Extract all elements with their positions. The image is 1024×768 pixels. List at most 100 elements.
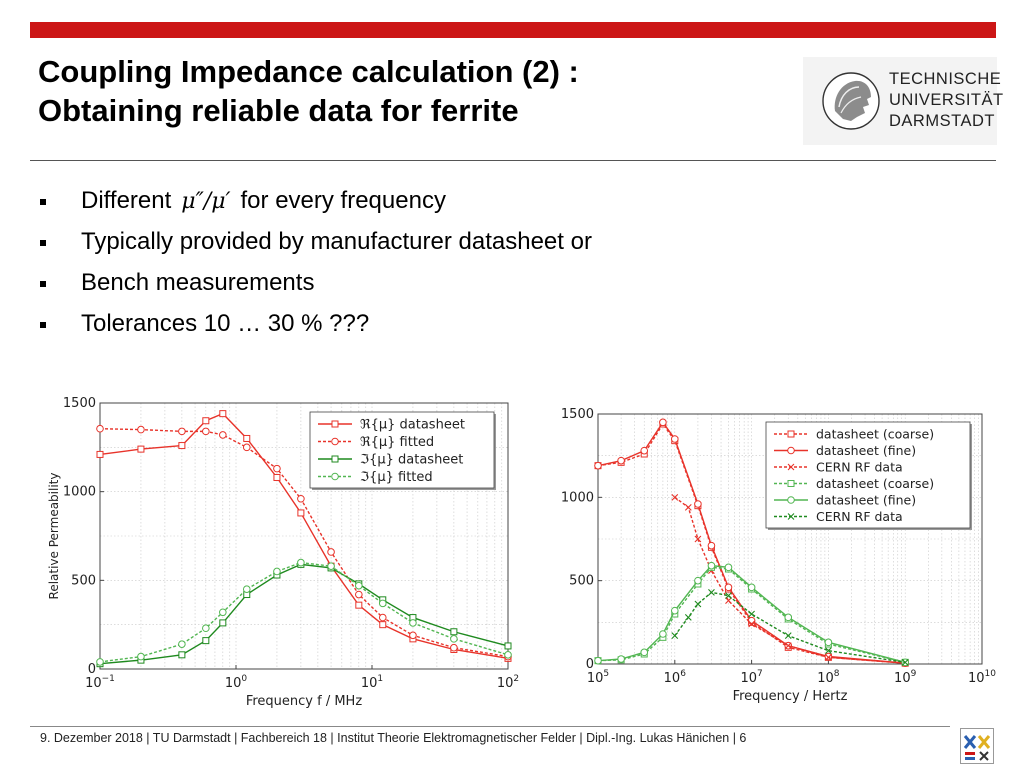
series-line [674, 496, 906, 664]
slide-title: Coupling Impedance calculation (2) : Obt… [38, 52, 798, 130]
x-marker [725, 592, 732, 600]
x-marker [708, 588, 715, 596]
x-marker [784, 632, 792, 640]
x-marker [684, 503, 692, 511]
legend-label: datasheet (coarse) [816, 476, 934, 491]
footer-text: 9. Dezember 2018 | TU Darmstadt | Fachbe… [40, 731, 747, 745]
circle-marker [617, 655, 625, 663]
x-tick-label: 108 [817, 669, 840, 686]
series [96, 558, 512, 666]
circle-marker [707, 541, 716, 550]
x-marker [725, 597, 732, 605]
square-marker [355, 601, 363, 609]
circle-marker [378, 613, 387, 622]
title-accent-bar [30, 22, 996, 38]
square-marker [178, 651, 186, 659]
circle-marker [659, 630, 667, 638]
x-axis-label: Frequency / Hertz [733, 689, 848, 704]
circle-marker [640, 648, 649, 657]
x-tick-label: 107 [740, 669, 762, 686]
legend-label: ℑ{μ} fitted [360, 470, 433, 485]
bullet-text: Different [81, 187, 172, 214]
bullet-text: Typically provided by manufacturer datas… [81, 228, 592, 255]
square-marker [137, 445, 145, 453]
bullet-item: Typically provided by manufacturer datas… [38, 225, 592, 266]
circle-marker [378, 599, 387, 608]
y-tick-label: 500 [569, 574, 594, 589]
y-tick-label: 0 [586, 657, 594, 672]
permeability-chart-mhz: 0 500 1000 1500 10−1 100 101 102 Frequency f / M… [47, 396, 519, 709]
square-marker [331, 420, 339, 428]
circle-marker [747, 583, 756, 592]
athena-head-icon [822, 72, 880, 130]
institute-logo [960, 728, 994, 764]
circle-marker [824, 652, 833, 661]
series-line [99, 563, 509, 665]
header-rule [30, 160, 996, 161]
bullet-text: for every frequency [240, 187, 446, 214]
x-tick-label: 100 [225, 674, 248, 691]
square-marker [504, 642, 512, 650]
circle-marker [355, 581, 363, 590]
circle-marker [273, 567, 281, 576]
legend-label: datasheet (fine) [816, 443, 916, 458]
circle-marker [787, 496, 795, 504]
plot-frame [597, 413, 983, 665]
circle-marker [327, 562, 335, 570]
legend: datasheet (coarse)datasheet (fine)CERN R… [765, 421, 972, 530]
footer-rule [30, 726, 950, 727]
circle-marker [724, 583, 733, 592]
y-axis-label: Relative Permeability [47, 473, 61, 600]
square-marker [787, 480, 795, 487]
logo-line-1: TECHNISCHE [889, 70, 1002, 88]
circle-marker [242, 585, 251, 593]
circle-marker [787, 446, 795, 455]
circle-marker [671, 606, 679, 615]
square-marker [243, 434, 251, 442]
x-marker [784, 642, 792, 650]
circle-marker [242, 443, 251, 452]
x-tick-label: 109 [894, 669, 917, 686]
square-marker [219, 410, 227, 418]
slide-title-line-1: Coupling Impedance calculation (2) : [38, 54, 579, 89]
legend-label: ℜ{μ} datasheet [360, 418, 465, 433]
x-marker [748, 620, 755, 628]
circle-marker [409, 631, 417, 640]
bullet-item: Tolerances 10 … 30 % ??? [38, 307, 592, 348]
circle-marker [594, 461, 602, 470]
y-tick-label: 0 [88, 662, 96, 677]
plot-frame [99, 402, 509, 670]
square-marker [202, 637, 210, 645]
circle-marker [824, 638, 833, 647]
circle-marker [96, 424, 104, 433]
x-marker [825, 653, 832, 661]
x-tick-label: 1010 [968, 669, 996, 686]
y-tick-label: 500 [71, 573, 96, 588]
legend-label: ℜ{μ} fitted [360, 435, 434, 450]
circle-marker [355, 590, 363, 599]
square-marker [331, 455, 339, 463]
circle-marker [178, 640, 186, 648]
square-marker [379, 621, 387, 629]
circle-marker [331, 437, 339, 446]
circle-marker [724, 563, 733, 572]
circle-marker [694, 576, 702, 585]
legend-label: CERN RF data [816, 509, 903, 524]
series [594, 561, 910, 667]
circle-marker [202, 427, 210, 436]
legend-label: datasheet (coarse) [816, 427, 934, 442]
circle-marker [297, 494, 305, 503]
x-marker [825, 647, 832, 655]
logo-line-2: UNIVERSITÄT [889, 91, 1004, 109]
square-marker [178, 442, 186, 450]
series-line [99, 412, 509, 660]
x-tick-label: 10−1 [85, 674, 115, 691]
square-marker [96, 450, 104, 458]
circle-marker [594, 656, 602, 665]
y-tick-label: 1000 [63, 485, 96, 500]
y-tick-label: 1500 [561, 407, 594, 422]
x-marker [787, 463, 795, 471]
x-marker [671, 493, 679, 501]
series [671, 588, 909, 666]
circle-marker [327, 548, 335, 556]
